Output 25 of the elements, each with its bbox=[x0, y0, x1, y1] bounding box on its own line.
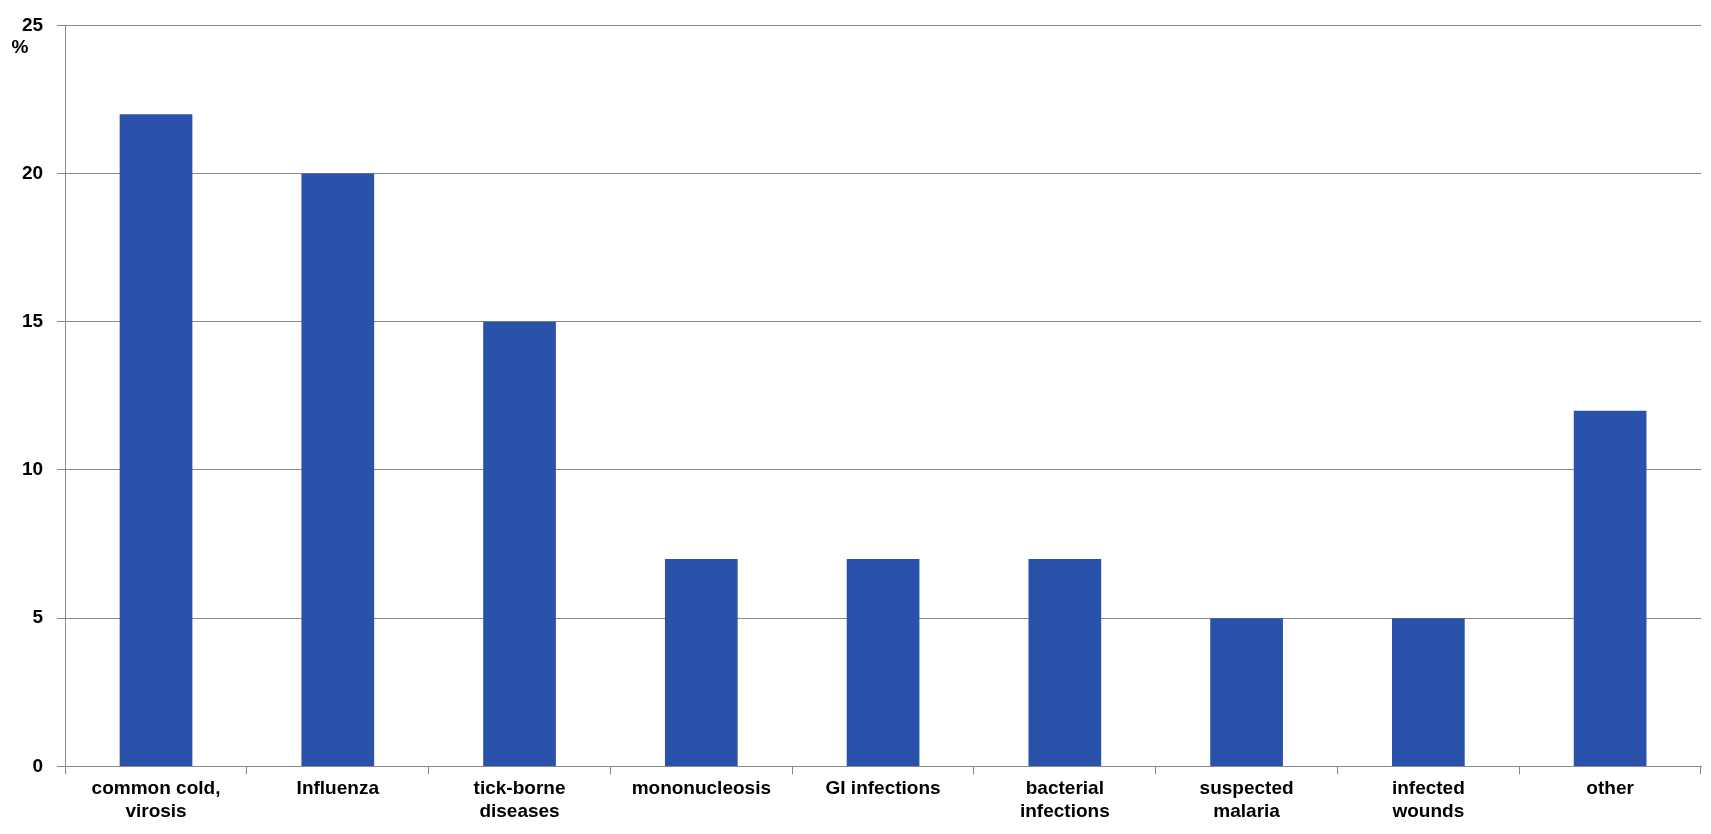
x-tick-label: other bbox=[1586, 777, 1635, 799]
y-tick-label: 0 bbox=[32, 754, 44, 776]
y-axis-title: % bbox=[11, 35, 29, 57]
bar bbox=[846, 558, 920, 766]
bar bbox=[301, 173, 375, 766]
bar bbox=[664, 558, 738, 766]
bar bbox=[1573, 410, 1647, 766]
bar bbox=[1392, 618, 1465, 766]
x-tick-label: infected wounds bbox=[1391, 777, 1465, 821]
x-tick-label: bacterial infections bbox=[1019, 777, 1110, 821]
y-tick-label: 20 bbox=[21, 161, 44, 183]
x-tick-label: Influenza bbox=[296, 777, 380, 799]
bar bbox=[483, 321, 556, 766]
bar bbox=[1210, 618, 1283, 766]
bar bbox=[1028, 558, 1102, 766]
y-tick-label: 15 bbox=[21, 310, 44, 332]
y-tick-label: 5 bbox=[32, 606, 44, 628]
y-tick-label: 10 bbox=[21, 458, 44, 480]
y-tick-label: 25 bbox=[21, 13, 44, 35]
x-tick-label: GI infections bbox=[825, 777, 941, 799]
x-tick-label: tick-borne diseases bbox=[473, 777, 566, 821]
x-tick-label: suspected malaria bbox=[1199, 777, 1294, 821]
bar bbox=[119, 114, 193, 766]
x-tick-label: mononucleosis bbox=[631, 777, 771, 799]
x-tick-label: common cold, virosis bbox=[91, 777, 221, 821]
